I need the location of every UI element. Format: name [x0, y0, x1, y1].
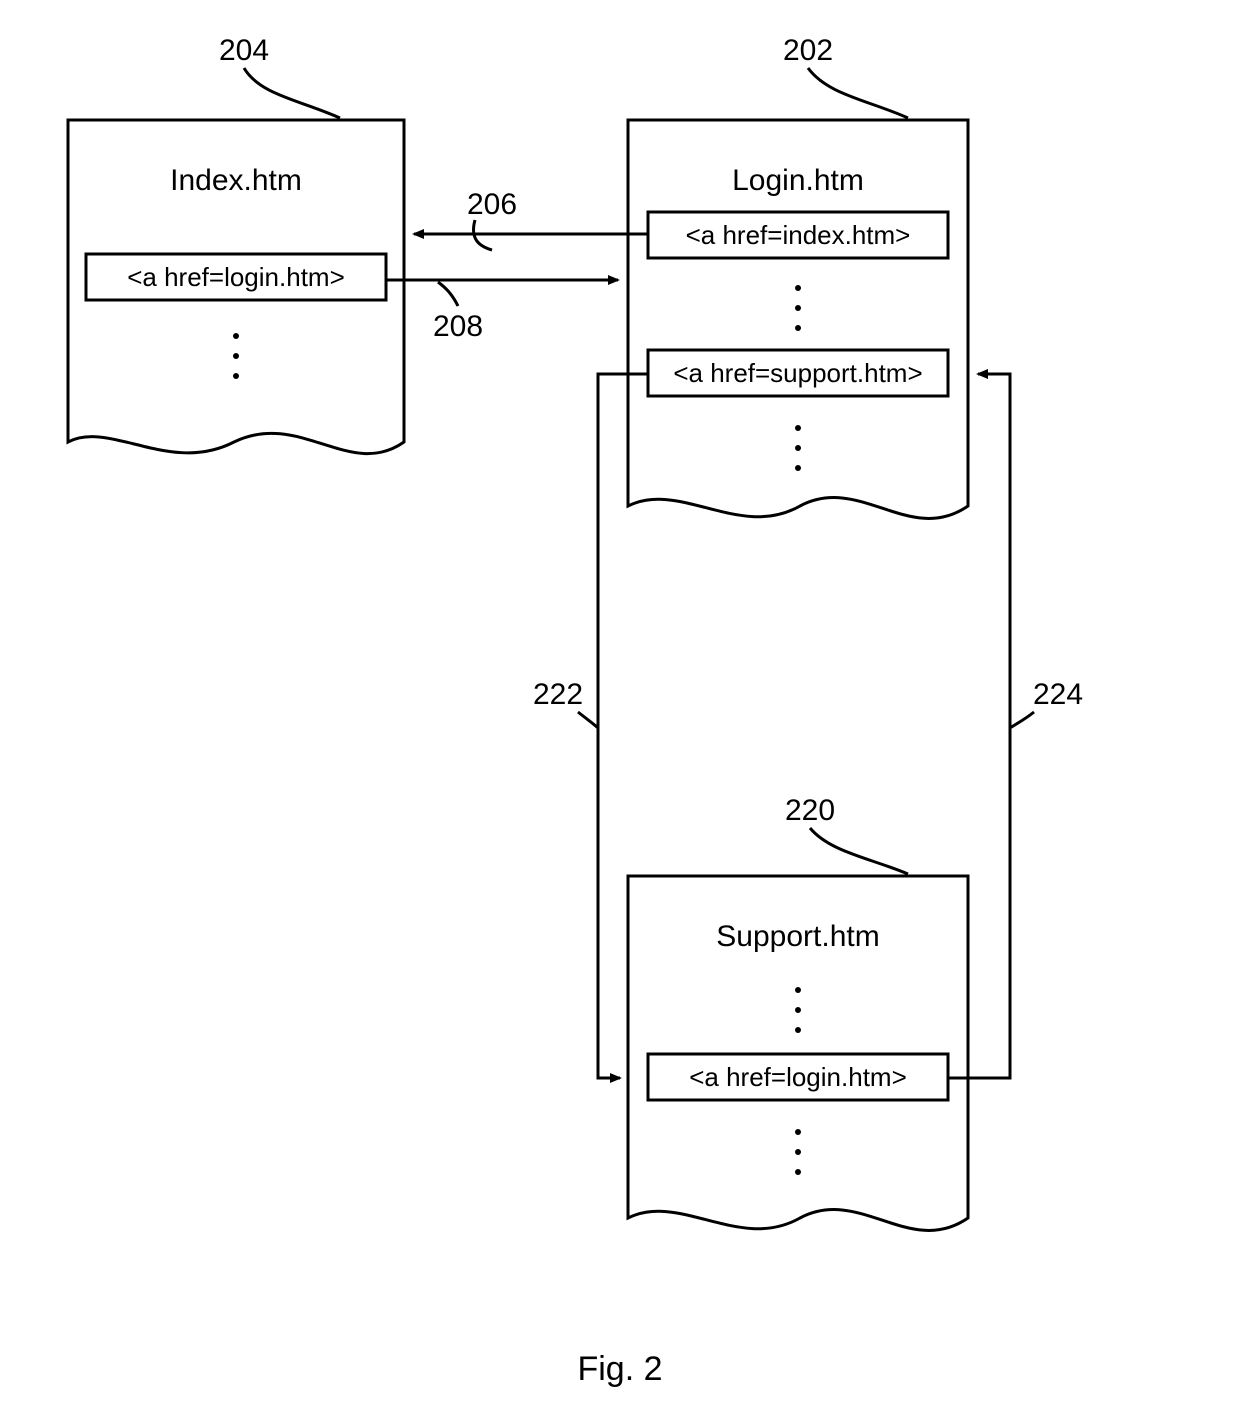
- ref-220: 220: [785, 794, 835, 827]
- node-support: Support.htm <a href=login.htm>: [628, 876, 968, 1230]
- ref-222: 222: [533, 678, 583, 711]
- node-index-link-0-text: <a href=login.htm>: [127, 262, 345, 292]
- figure-svg: Index.htm <a href=login.htm> 204 Login.h…: [0, 0, 1240, 1428]
- node-index-title: Index.htm: [170, 164, 302, 197]
- edge-support-to-login: [948, 374, 1010, 1078]
- node-login-title: Login.htm: [732, 164, 864, 197]
- node-login-link-0-text: <a href=index.htm>: [686, 220, 911, 250]
- edge-login-to-support: [598, 374, 648, 1078]
- node-support-link-0-text: <a href=login.htm>: [689, 1062, 907, 1092]
- ref-202: 202: [783, 34, 833, 67]
- ref-208: 208: [433, 310, 483, 343]
- ref-224: 224: [1033, 678, 1083, 711]
- node-login-link-1-text: <a href=support.htm>: [673, 358, 922, 388]
- node-login: Login.htm <a href=index.htm> <a href=sup…: [628, 120, 968, 518]
- ref-206: 206: [467, 188, 517, 221]
- ref-204: 204: [219, 34, 269, 67]
- node-index: Index.htm <a href=login.htm>: [68, 120, 404, 454]
- node-support-title: Support.htm: [716, 920, 879, 953]
- figure-caption: Fig. 2: [577, 1350, 662, 1388]
